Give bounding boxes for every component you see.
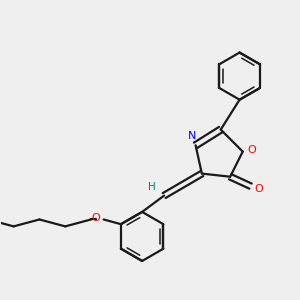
Text: O: O bbox=[92, 213, 100, 223]
Text: N: N bbox=[188, 131, 196, 142]
Text: H: H bbox=[148, 182, 156, 192]
Text: O: O bbox=[254, 184, 263, 194]
Text: O: O bbox=[247, 145, 256, 155]
